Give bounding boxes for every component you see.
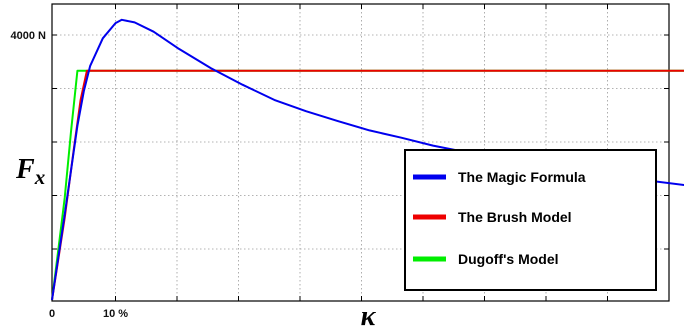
legend: The Magic Formula The Brush Model Dugoff… (404, 149, 657, 291)
y-axis-label-subscript: x (34, 165, 46, 189)
plot-frame (51, 3, 670, 302)
legend-label-brush-model: The Brush Model (458, 209, 572, 225)
legend-label-magic-formula: The Magic Formula (458, 169, 586, 185)
tick-labels: 0 10 % 4000 N (11, 30, 129, 320)
y-axis-label-main: F (15, 154, 35, 185)
legend-label-dugoff-model: Dugoff's Model (458, 251, 559, 267)
x-tick-label: 10 % (103, 308, 128, 320)
x-axis-label: κ (361, 301, 377, 328)
x-tick-label: 0 (49, 308, 55, 320)
legend-box (404, 149, 657, 291)
y-tick-label: 4000 N (11, 30, 47, 42)
y-axis-label: Fx (15, 154, 45, 189)
